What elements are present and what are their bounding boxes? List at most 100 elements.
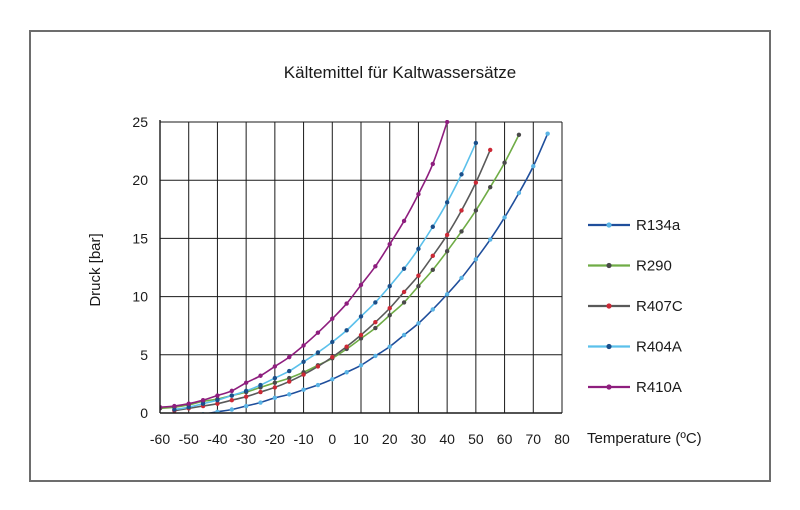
data-point-r410a — [243, 380, 249, 385]
data-point-r410a — [272, 364, 278, 369]
data-point-r410a — [215, 393, 220, 398]
x-tick-label: 30 — [411, 431, 427, 447]
legend-marker-r410a — [606, 384, 612, 390]
data-point-r407c — [459, 208, 464, 213]
data-point-r290 — [502, 160, 507, 165]
x-tick-label: -10 — [293, 431, 313, 447]
x-tick-label: -50 — [179, 431, 199, 447]
legend-label-r134a: R134a — [636, 217, 681, 234]
legend-marker-r404a — [606, 343, 612, 350]
data-point-r410a — [258, 373, 263, 378]
data-point-r404a — [473, 140, 479, 146]
legend-marker-r290 — [606, 262, 612, 269]
data-point-r290 — [358, 336, 364, 341]
x-axis-label: Temperature (ºC) — [587, 430, 702, 447]
data-point-r407c — [444, 232, 450, 238]
data-point-r134a — [272, 395, 278, 401]
data-point-r134a — [430, 307, 435, 312]
data-point-r404a — [444, 200, 450, 205]
data-point-r134a — [215, 409, 220, 413]
data-point-r134a — [330, 377, 335, 382]
data-point-r404a — [401, 266, 407, 271]
data-point-r407c — [473, 180, 479, 185]
data-point-r404a — [287, 368, 292, 374]
data-point-r290 — [401, 300, 407, 305]
data-point-r404a — [330, 339, 335, 345]
data-point-r407c — [401, 289, 407, 295]
data-point-r410a — [315, 330, 321, 335]
data-point-r134a — [258, 400, 263, 405]
data-point-r407c — [387, 306, 392, 311]
x-tick-label: -30 — [236, 431, 256, 447]
data-point-r134a — [444, 292, 450, 297]
chart-frame — [29, 30, 771, 482]
data-point-r407c — [373, 320, 378, 325]
data-point-r134a — [387, 344, 392, 349]
series-lines — [160, 121, 549, 413]
x-tick-label: 20 — [382, 431, 398, 447]
data-point-r134a — [416, 321, 421, 326]
data-point-r404a — [243, 388, 249, 394]
data-point-r290 — [488, 184, 493, 190]
x-tick-label: -60 — [150, 431, 170, 447]
data-point-r410a — [430, 161, 435, 167]
data-point-r410a — [401, 218, 407, 224]
y-tick-label: 10 — [132, 289, 148, 305]
series-markers — [160, 120, 550, 413]
data-point-r404a — [200, 401, 206, 406]
data-point-r134a — [502, 215, 507, 220]
data-point-r404a — [416, 246, 421, 252]
legend-marker-r134a — [606, 222, 612, 228]
data-point-r407c — [358, 332, 364, 338]
data-point-r134a — [344, 370, 349, 375]
series-line-r290 — [160, 134, 520, 410]
legend-label-r404a: R404A — [636, 339, 682, 356]
legend-marker-r407c — [606, 303, 612, 309]
data-point-r290 — [272, 380, 278, 385]
data-point-r290 — [416, 283, 421, 289]
x-tick-label: 10 — [353, 431, 369, 447]
data-point-r134a — [531, 164, 536, 169]
data-point-r410a — [186, 401, 191, 406]
data-point-r290 — [459, 229, 464, 234]
data-point-r404a — [172, 407, 177, 412]
data-point-r407c — [287, 379, 292, 384]
chart-title: Kältemittel für Kaltwassersätze — [283, 63, 517, 82]
data-point-r134a — [488, 237, 493, 242]
legend-label-r290: R290 — [636, 258, 672, 275]
data-point-r134a — [516, 190, 522, 196]
y-tick-label: 25 — [132, 114, 148, 130]
data-point-r407c — [243, 394, 249, 399]
data-point-r407c — [330, 354, 335, 360]
data-point-r404a — [229, 393, 234, 398]
y-tick-label: 15 — [132, 230, 148, 246]
data-point-r404a — [373, 300, 378, 305]
data-point-r404a — [272, 375, 278, 381]
data-point-r410a — [200, 397, 206, 403]
data-point-r134a — [459, 275, 464, 281]
data-point-r404a — [387, 283, 392, 289]
x-tick-label: 0 — [328, 431, 336, 447]
x-tick-labels: -60 -50 -40 -30 -20 -10 0 10 20 30 40 50 60 70 80 — [150, 431, 570, 447]
data-point-r410a — [444, 120, 450, 125]
data-point-r134a — [401, 332, 407, 338]
data-point-r404a — [358, 314, 364, 319]
data-point-r404a — [430, 224, 435, 229]
data-point-r407c — [416, 273, 421, 278]
grid — [160, 121, 563, 413]
data-point-r404a — [186, 404, 191, 410]
data-point-r407c — [301, 372, 306, 377]
legend: R134a R290 R407C R404A R410A — [588, 217, 683, 396]
data-point-r404a — [344, 328, 349, 333]
axes — [159, 120, 562, 414]
y-tick-label: 5 — [140, 347, 148, 363]
data-point-r410a — [287, 354, 292, 360]
x-tick-label: 60 — [497, 431, 513, 447]
data-point-r410a — [416, 191, 421, 197]
y-tick-labels: 0 5 10 15 20 25 — [132, 114, 148, 421]
data-point-r410a — [330, 316, 335, 321]
data-point-r134a — [545, 131, 550, 136]
data-point-r134a — [287, 392, 292, 397]
series-line-r404a — [174, 142, 477, 411]
